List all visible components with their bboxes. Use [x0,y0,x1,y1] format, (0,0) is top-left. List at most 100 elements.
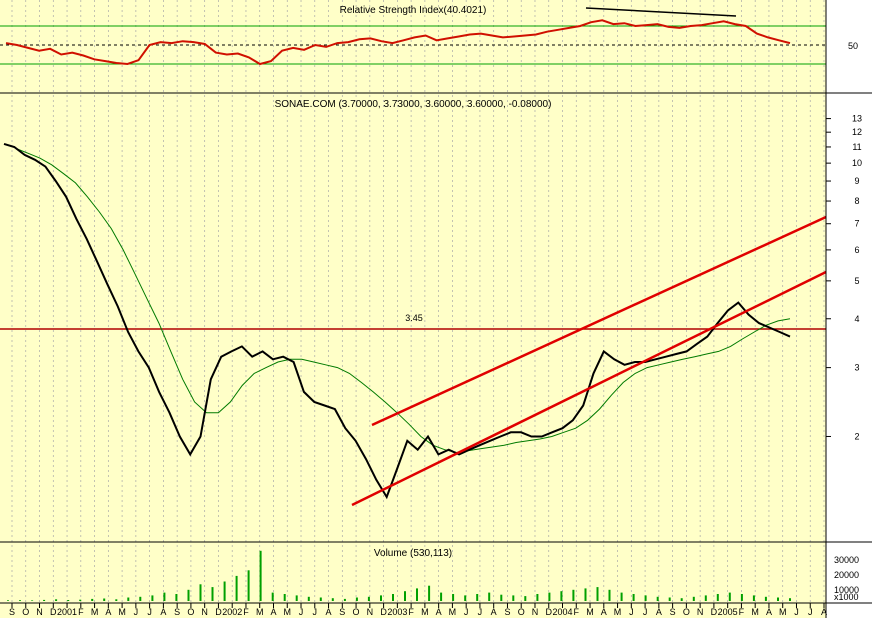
volume-tick-label: 10000 [834,585,859,595]
volume-tick-label: x1000 [834,592,859,602]
x-tick-label: J [464,607,469,617]
volume-bar [367,596,370,601]
price-tick-label: 5 [854,276,859,286]
volume-bar [259,550,262,601]
x-tick-label: N [36,607,43,617]
price-tick-label: 12 [852,127,862,137]
x-tick-label: F [739,607,745,617]
volume-bar [692,596,695,601]
x-tick-label: M [256,607,264,617]
volume-bar [7,600,9,601]
price-tick-label: 13 [852,114,862,124]
price-line [3,142,791,500]
volume-bar [355,597,358,601]
volume-bar [584,588,587,601]
volume-bar [680,598,683,601]
x-tick-label: 2004 [552,607,572,617]
volume-title: Volume (530,113) [374,548,452,559]
x-tick-label: A [270,607,276,617]
volume-bar [440,592,443,601]
x-tick-label: S [9,607,15,617]
volume-bar [752,595,755,601]
volume-bar [127,597,130,601]
x-tick-label: A [436,607,442,617]
volume-bar [31,600,34,601]
volume-bar [416,588,418,601]
x-tick-label: D [380,607,387,617]
volume-bar [55,599,58,601]
volume-bar [271,592,274,601]
price-tick-label: 4 [854,314,859,324]
volume-bar [704,595,707,601]
volume-bar [572,589,575,601]
x-tick-label: J [478,607,483,617]
volume-bar [295,595,298,601]
volume-bar [307,596,310,601]
price-tick-label: 9 [854,176,859,186]
volume-bar [608,589,611,601]
x-tick-label: M [614,607,622,617]
rsi-divergence-line [585,7,737,17]
x-tick-label: J [794,607,799,617]
volume-bar [740,594,743,601]
price-tick-label: 8 [854,196,859,206]
x-tick-label: F [574,607,580,617]
x-tick-label: S [504,607,510,617]
x-tick-label: 2001 [57,607,77,617]
volume-bar [43,599,46,601]
volume-bar [632,594,635,601]
volume-bar [476,594,479,601]
volume-bar [380,595,382,601]
price-tick-label: 6 [854,245,859,255]
volume-bar [223,581,226,601]
volume-bar [464,595,467,601]
price-tick-label: 3 [854,363,859,373]
volume-tick-label: 20000 [834,570,859,580]
volume-bar [79,599,82,601]
x-tick-label: O [353,607,360,617]
volume-bar [560,591,563,601]
x-tick-label: F [78,607,84,617]
volume-bar [452,594,455,601]
volume-bar [103,598,106,601]
x-tick-label: A [105,607,111,617]
x-tick-label: M [284,607,292,617]
rsi-title: Relative Strength Index(40.4021) [340,5,487,16]
volume-bar [524,596,527,601]
x-tick-label: D [50,607,57,617]
volume-bar [91,598,94,601]
volume-bar [319,597,322,601]
x-tick-label: N [201,607,208,617]
volume-bar [728,592,731,601]
x-tick-label: A [821,607,827,617]
price-tick-label: 10 [852,158,862,168]
volume-bar [500,594,503,601]
volume-bar [668,597,671,601]
x-axis: S O N D 2001 F M A M J J A S O N D 2002 F M A M J J A S O N D 2003 F M… [0,602,872,617]
x-tick-label: J [134,607,139,617]
volume-bar [343,598,346,601]
price-axis: 13 12 11 10 9 8 7 6 5 4 3 2 [826,114,862,441]
x-tick-label: 2003 [387,607,407,617]
volume-bar [139,596,142,601]
x-tick-label: A [766,607,772,617]
x-tick-label: M [91,607,99,617]
price-tick-label: 7 [854,219,859,229]
x-tick-label: D [545,607,552,617]
x-tick-label: O [683,607,690,617]
volume-bar [777,597,779,601]
volume-bar [428,585,431,601]
x-tick-label: N [532,607,539,617]
x-tick-label: D [215,607,222,617]
x-tick-label: A [656,607,662,617]
volume-bar [151,595,154,601]
x-tick-label: M [421,607,429,617]
right-axis-background [826,0,872,618]
volume-bar [512,595,515,601]
x-tick-label: A [601,607,607,617]
volume-bar [199,584,202,601]
x-tick-label: M [779,607,787,617]
volume-bar [115,599,118,601]
volume-bar [548,592,551,601]
